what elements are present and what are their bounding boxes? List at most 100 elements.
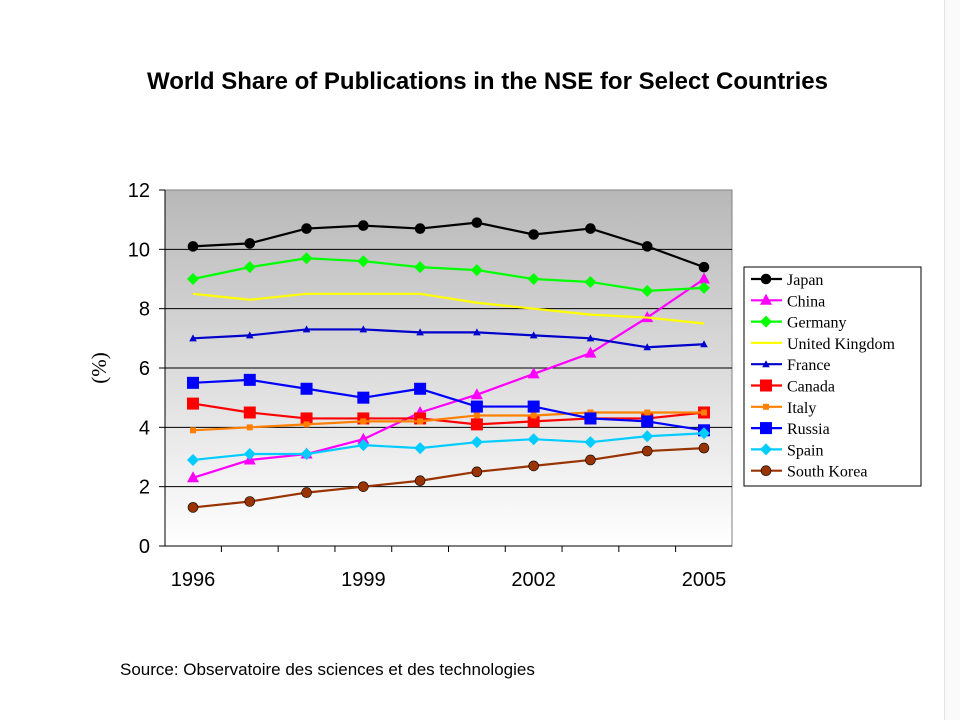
legend-label-germany: Germany <box>787 315 847 332</box>
legend-label-canada: Canada <box>787 379 835 396</box>
data-point-italy <box>246 424 253 431</box>
y-tick-label: 12 <box>128 180 150 202</box>
legend-marker-japan <box>760 273 772 285</box>
legend-marker-spain <box>760 443 772 456</box>
series-line-france <box>192 328 705 349</box>
series-line-russia <box>192 378 705 432</box>
data-point-france <box>586 334 595 342</box>
data-point-japan <box>698 261 710 273</box>
legend-label-spain: Spain <box>787 442 823 459</box>
series-japan <box>187 217 710 273</box>
data-point-china <box>187 471 199 483</box>
legend-label-united-kingdom: United Kingdom <box>787 336 896 353</box>
data-point-spain <box>698 427 710 440</box>
y-tick-label: 10 <box>128 239 150 261</box>
series-germany <box>187 252 710 297</box>
data-point-spain <box>414 442 427 455</box>
data-point-italy <box>701 409 707 416</box>
data-point-japan <box>301 223 312 234</box>
axes: 0 2 4 6 8 10 12 1996 1999 2002 2005 (%) <box>87 180 732 591</box>
legend-marker-south-korea <box>760 465 772 477</box>
legend-label-japan: Japan <box>787 272 823 289</box>
data-point-spain <box>300 448 313 461</box>
data-point-south-korea <box>641 445 653 457</box>
series-line-canada <box>192 402 705 426</box>
data-point-france <box>473 328 481 336</box>
data-point-italy <box>360 418 367 425</box>
data-point-canada <box>243 406 256 419</box>
data-point-france <box>643 343 652 351</box>
data-point-south-korea <box>528 460 539 472</box>
data-point-france <box>416 328 424 336</box>
y-tick-label: 4 <box>139 417 150 439</box>
data-point-france <box>189 334 197 342</box>
data-point-germany <box>300 252 313 265</box>
source-note: Source: Observatoire des sciences et des… <box>120 660 535 679</box>
series-france <box>189 325 708 351</box>
data-point-japan <box>528 229 539 240</box>
data-point-south-korea <box>414 475 426 487</box>
data-point-spain <box>584 436 597 449</box>
series-russia <box>187 373 710 437</box>
data-point-spain <box>470 436 483 449</box>
legend-marker-germany <box>760 315 772 328</box>
data-point-russia <box>357 391 370 404</box>
legend-label-china: China <box>787 293 825 310</box>
data-point-south-korea <box>358 481 369 492</box>
y-tick-label: 2 <box>139 477 150 499</box>
data-point-russia <box>414 382 427 395</box>
data-point-japan <box>585 223 596 234</box>
data-point-canada <box>187 397 199 410</box>
data-point-japan <box>641 241 653 252</box>
data-point-italy <box>190 427 196 434</box>
data-point-china <box>584 346 597 358</box>
data-point-spain <box>641 430 654 443</box>
data-point-france <box>359 325 368 333</box>
series-spain <box>187 427 710 466</box>
legend-marker-china <box>760 293 772 305</box>
data-point-germany <box>187 273 199 285</box>
data-point-italy <box>303 421 310 428</box>
y-axis-title: (%) <box>87 352 111 383</box>
data-point-south-korea <box>301 487 312 498</box>
legend-marker-canada <box>760 379 772 392</box>
series-line-spain <box>192 432 705 462</box>
data-point-spain <box>187 453 199 466</box>
data-point-japan <box>471 217 483 228</box>
data-point-spain <box>527 433 540 446</box>
data-point-germany <box>641 284 654 297</box>
data-point-russia <box>243 373 256 386</box>
series-line-germany <box>192 257 705 292</box>
legend-label-south-korea: South Korea <box>787 464 867 481</box>
data-point-italy <box>417 418 424 425</box>
data-point-china <box>470 388 483 400</box>
series-line-south-korea <box>192 447 705 509</box>
data-point-south-korea <box>244 496 256 507</box>
data-point-germany <box>470 264 483 277</box>
window-edge <box>944 0 960 720</box>
legend-marker-italy <box>763 403 769 410</box>
data-point-russia <box>584 412 597 425</box>
data-point-france <box>245 331 254 339</box>
data-point-china <box>698 272 710 284</box>
legend: Japan China Germany United Kingdom France Can… <box>743 266 922 487</box>
x-tick-label: 1996 <box>171 569 216 591</box>
data-point-italy <box>530 412 537 419</box>
data-point-germany <box>243 261 256 274</box>
series-line-united-kingdom <box>192 292 705 325</box>
series-line-japan <box>192 221 705 269</box>
data-point-italy <box>644 409 651 416</box>
legend-marker-france <box>762 360 770 368</box>
data-point-south-korea <box>471 466 483 478</box>
y-tick-label: 0 <box>139 536 150 558</box>
series-south-korea <box>187 442 710 513</box>
data-point-germany <box>584 275 597 288</box>
data-point-japan <box>414 223 426 234</box>
data-point-south-korea <box>698 442 710 454</box>
series-united-kingdom <box>192 292 705 325</box>
slide-title: World Share of Publications in the NSE f… <box>147 68 828 95</box>
data-point-russia <box>470 400 483 413</box>
data-point-germany <box>357 255 370 268</box>
data-point-france <box>302 325 311 333</box>
